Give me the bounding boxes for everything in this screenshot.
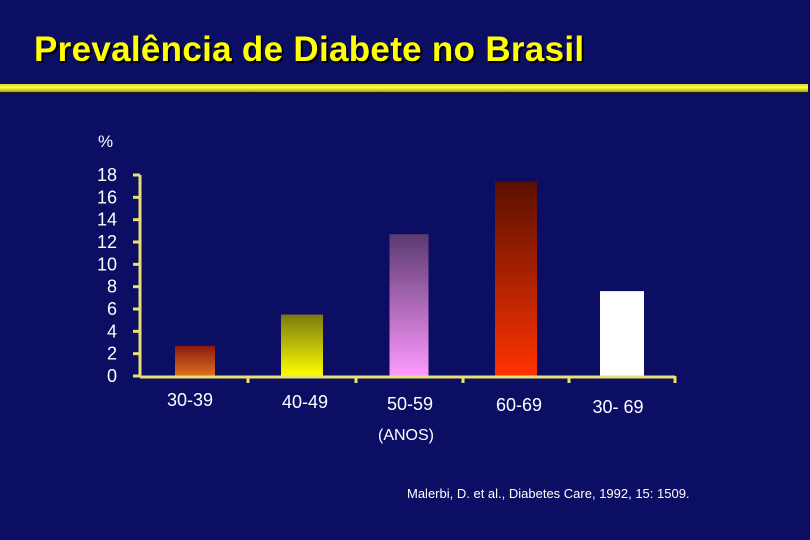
y-tick-label: 6: [107, 299, 117, 319]
y-tick-label: 14: [97, 210, 117, 230]
bar-50-59: [389, 234, 429, 376]
bar-30-69: [600, 291, 644, 376]
bar-40-49: [281, 314, 323, 376]
y-tick-label: 2: [107, 344, 117, 364]
x-tick-label: 40-49: [282, 392, 328, 412]
x-tick-label: 30- 69: [592, 397, 643, 417]
x-tick-label: 60-69: [496, 395, 542, 415]
axes-group: [133, 173, 677, 383]
y-axis-unit: %: [98, 132, 114, 151]
source-citation: Malerbi, D. et al., Diabetes Care, 1992,…: [407, 486, 690, 501]
y-tick-label: 8: [107, 277, 117, 297]
page-title: Prevalência de Diabete no Brasil: [34, 30, 585, 69]
y-tick-label: 0: [107, 366, 117, 386]
y-tick-label: 4: [107, 321, 117, 341]
title-underline: [0, 84, 808, 93]
y-tick-label: 18: [97, 165, 117, 185]
y-tick-label: 16: [97, 187, 117, 207]
x-tick-label: 30-39: [167, 390, 213, 410]
x-tick-label: 50-59: [387, 394, 433, 414]
bars-group: [175, 181, 644, 376]
bar-60-69: [495, 181, 537, 376]
y-tick-label: 10: [97, 254, 117, 274]
x-axis-label: (ANOS): [378, 427, 434, 444]
bar-30-39: [175, 345, 215, 376]
x-tick-labels: 30-39 40-49 50-59 60-69 30- 69: [167, 390, 644, 417]
y-tick-label: 12: [97, 232, 117, 252]
